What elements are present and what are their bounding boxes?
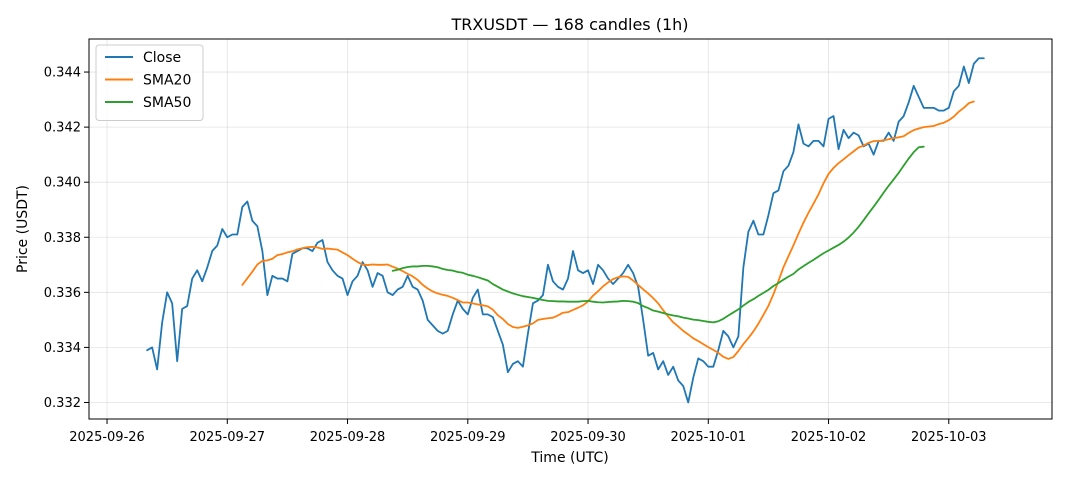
y-tick-label: 0.338 <box>44 231 81 246</box>
plot-frame <box>88 38 1053 420</box>
sma50-series-line <box>391 145 925 324</box>
x-tick-label: 2025-10-01 <box>671 430 747 445</box>
legend-label-close: Close <box>143 50 181 66</box>
close-series-line <box>146 57 985 404</box>
y-tick-label: 0.336 <box>44 286 81 301</box>
y-tick-label: 0.344 <box>44 66 81 81</box>
x-tick-label: 2025-09-27 <box>190 430 266 445</box>
x-axis: 2025-09-26 2025-09-27 2025-09-28 2025-09-29… <box>69 419 987 445</box>
series-layer <box>146 57 985 404</box>
x-tick-label: 2025-09-28 <box>310 430 386 445</box>
y-tick-label: 0.340 <box>44 176 81 191</box>
x-tick-label: 2025-10-02 <box>791 430 867 445</box>
y-axis: 0.332 0.334 0.336 0.338 0.340 0.342 0.344 <box>44 66 89 411</box>
y-axis-title: Price (USDT) <box>15 185 31 273</box>
legend-label-sma50: SMA50 <box>143 95 191 111</box>
x-axis-title: Time (UTC) <box>530 450 608 466</box>
chart-title: TRXUSDT — 168 candles (1h) <box>450 15 688 34</box>
y-tick-label: 0.332 <box>44 396 81 411</box>
grid <box>89 39 1052 419</box>
y-tick-label: 0.334 <box>44 341 81 356</box>
x-tick-label: 2025-09-30 <box>550 430 626 445</box>
y-tick-label: 0.342 <box>44 121 81 136</box>
x-tick-label: 2025-10-03 <box>911 430 987 445</box>
sma20-series-line <box>241 100 975 360</box>
legend: Close SMA20 SMA50 <box>95 44 204 121</box>
x-tick-label: 2025-09-26 <box>69 430 145 445</box>
legend-label-sma20: SMA20 <box>143 73 191 89</box>
x-tick-label: 2025-09-29 <box>430 430 506 445</box>
